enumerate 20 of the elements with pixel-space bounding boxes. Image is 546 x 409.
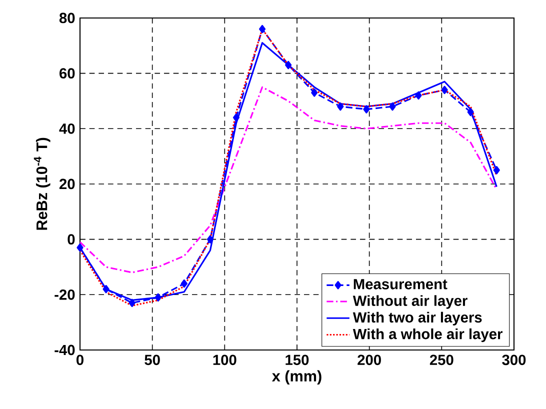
y-tick-label: 0 xyxy=(68,234,75,245)
legend-label: Measurement xyxy=(354,279,448,290)
legend-label: Without air layer xyxy=(352,295,468,309)
y-tick-label: -20 xyxy=(54,289,75,300)
y-tick-label: 80 xyxy=(59,12,75,24)
x-axis-title: x (mm) xyxy=(272,370,322,385)
y-axis-title: ReBz (10$^{-4}$ T) xyxy=(34,138,50,230)
legend-label: With two air layers xyxy=(352,312,482,326)
legend-label: With a whole air layer xyxy=(352,328,502,342)
y-tick-label: 40 xyxy=(59,123,75,134)
x-tick-label: 300 xyxy=(502,354,526,366)
x-tick-label: 200 xyxy=(358,354,381,366)
x-tick-label: 250 xyxy=(430,354,454,366)
y-tick-label: 20 xyxy=(59,178,75,190)
y-tick-label: -40 xyxy=(54,344,75,356)
y-tick-label: 60 xyxy=(60,68,75,79)
x-tick-label: 150 xyxy=(286,354,309,366)
x-tick-label: 0 xyxy=(76,354,84,366)
x-tick-label: 100 xyxy=(213,354,236,366)
x-tick-label: 50 xyxy=(144,354,160,366)
